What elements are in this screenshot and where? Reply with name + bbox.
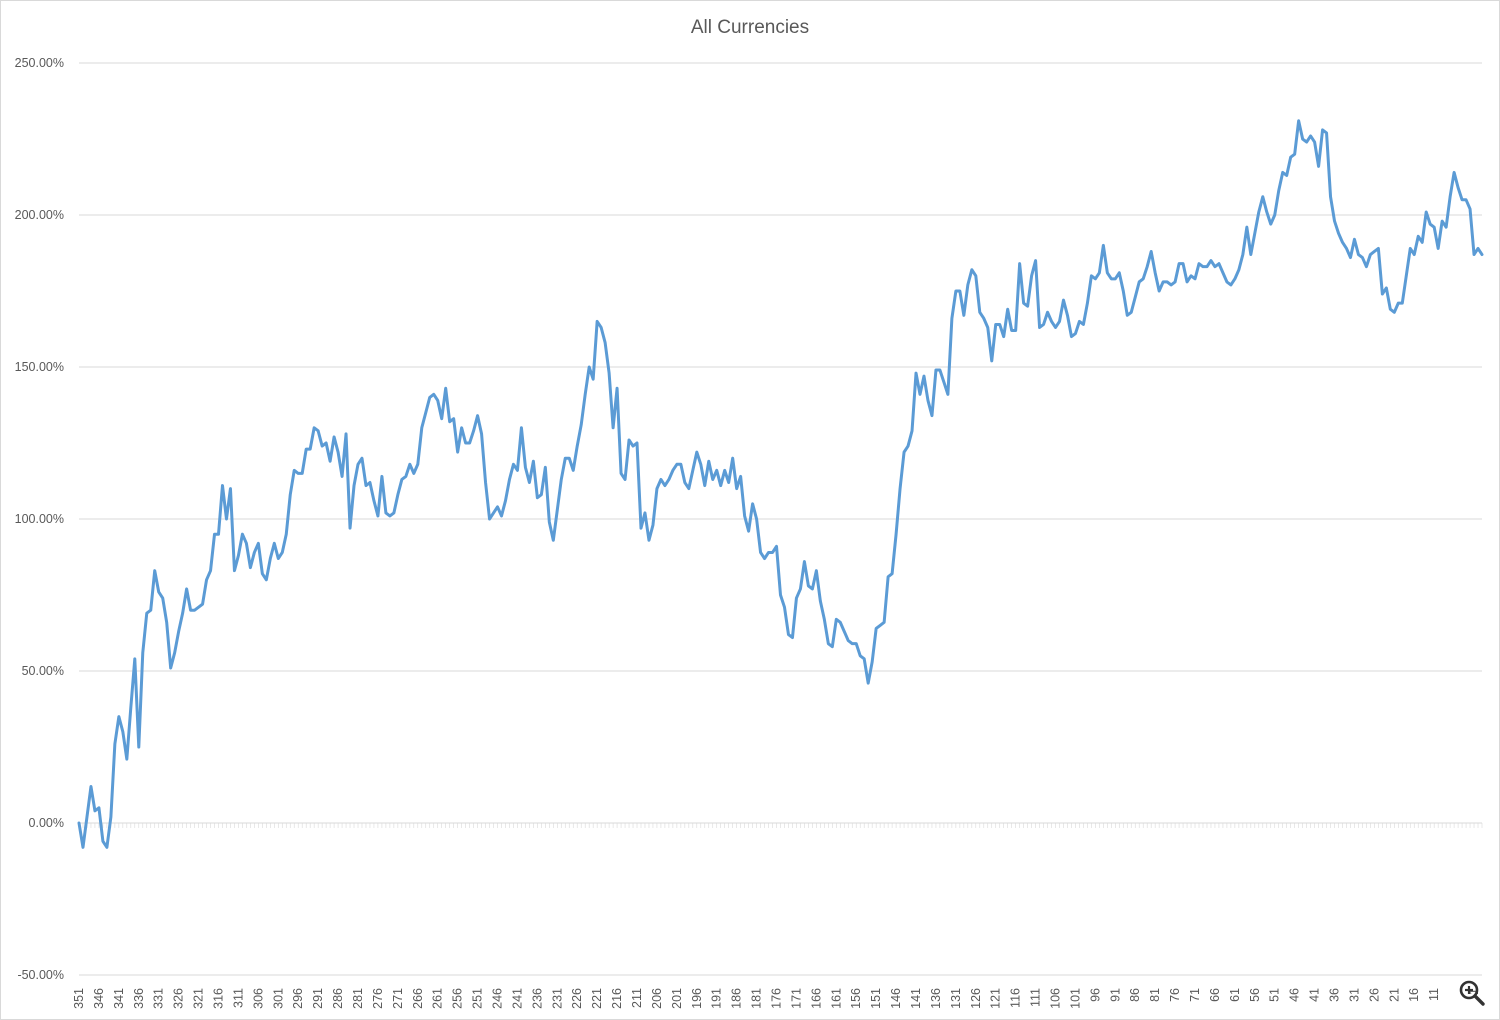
x-tick-label: 261 <box>431 988 445 1009</box>
x-tick-label: 226 <box>570 988 584 1009</box>
x-tick-label: 156 <box>849 988 863 1009</box>
x-tick-label: 191 <box>710 988 724 1009</box>
x-tick-label: 321 <box>192 988 206 1009</box>
x-tick-label: 81 <box>1148 988 1162 1002</box>
x-tick-label: 166 <box>809 988 823 1009</box>
x-axis-tick-marks <box>78 823 1483 828</box>
y-tick-label: 250.00% <box>15 56 64 70</box>
y-tick-label: 100.00% <box>15 512 64 526</box>
x-tick-label: 286 <box>331 988 345 1009</box>
gridlines <box>79 62 1482 976</box>
x-tick-label: 211 <box>630 988 644 1008</box>
x-tick-label: 131 <box>949 988 963 1009</box>
zoom-in-icon[interactable] <box>1458 979 1486 1007</box>
x-tick-label: 331 <box>152 988 166 1009</box>
x-tick-label: 41 <box>1308 988 1322 1002</box>
chart-title: All Currencies <box>690 17 810 38</box>
x-tick-label: 266 <box>411 988 425 1009</box>
x-tick-label: 61 <box>1228 988 1242 1002</box>
x-tick-label: 36 <box>1328 988 1342 1002</box>
y-tick-label: 50.00% <box>22 664 64 678</box>
x-tick-label: 71 <box>1188 988 1202 1002</box>
x-tick-label: 256 <box>451 988 465 1009</box>
x-tick-label: 281 <box>351 988 365 1009</box>
y-tick-label: 200.00% <box>15 208 64 222</box>
x-tick-label: 251 <box>471 988 485 1009</box>
series-layer <box>77 119 1484 849</box>
x-tick-label: 291 <box>311 988 325 1009</box>
x-tick-label: 51 <box>1268 988 1282 1002</box>
x-tick-label: 66 <box>1208 988 1222 1002</box>
x-axis: 351 346 341 336 331 326 321 316 311 306 301 296 291 2… <box>72 822 1483 1009</box>
x-tick-label: 336 <box>132 988 146 1009</box>
x-tick-label: 196 <box>690 988 704 1009</box>
x-tick-label: 301 <box>271 988 285 1009</box>
x-tick-label: 21 <box>1387 988 1401 1002</box>
x-tick-label: 171 <box>789 988 803 1009</box>
y-tick-label: 150.00% <box>15 360 64 374</box>
x-tick-label: 146 <box>889 988 903 1009</box>
x-tick-label: 316 <box>212 988 226 1009</box>
x-tick-label: 326 <box>172 988 186 1009</box>
x-tick-label: 106 <box>1049 988 1063 1009</box>
x-tick-label: 111 <box>1029 988 1043 1007</box>
x-tick-label: 86 <box>1128 988 1142 1002</box>
x-tick-label: 26 <box>1367 988 1381 1002</box>
x-tick-label: 206 <box>650 988 664 1009</box>
x-tick-label: 186 <box>730 988 744 1009</box>
x-tick-label: 46 <box>1288 988 1302 1002</box>
x-tick-label: 121 <box>989 988 1003 1009</box>
x-tick-label: 231 <box>550 988 564 1009</box>
x-tick-label: 76 <box>1168 988 1182 1002</box>
series-line <box>77 119 1484 849</box>
y-tick-label: 0.00% <box>29 816 64 830</box>
x-tick-label: 351 <box>72 988 86 1009</box>
x-tick-label: 311 <box>231 988 245 1008</box>
x-tick-label: 246 <box>491 988 505 1009</box>
x-tick-label: 141 <box>909 988 923 1009</box>
x-tick-label: 116 <box>1009 988 1023 1008</box>
x-tick-label: 161 <box>829 988 843 1009</box>
x-tick-label: 91 <box>1108 988 1122 1002</box>
x-tick-label: 241 <box>510 988 524 1009</box>
x-tick-label: 1 <box>1467 988 1481 995</box>
x-tick-label: 216 <box>610 988 624 1009</box>
x-tick-label: 126 <box>969 988 983 1009</box>
x-tick-label: 306 <box>251 988 265 1009</box>
x-tick-label: 276 <box>371 988 385 1009</box>
x-tick-label: 346 <box>92 988 106 1009</box>
y-tick-label: -50.00% <box>17 968 64 982</box>
x-tick-label: 16 <box>1407 988 1421 1002</box>
x-tick-label: 201 <box>670 988 684 1009</box>
x-tick-label: 56 <box>1248 988 1262 1002</box>
x-tick-label: 101 <box>1068 988 1082 1009</box>
x-tick-label: 221 <box>590 988 604 1009</box>
x-tick-label: 31 <box>1347 988 1361 1002</box>
x-tick-label: 181 <box>750 988 764 1009</box>
x-tick-label: 271 <box>391 988 405 1009</box>
x-tick-label: 136 <box>929 988 943 1009</box>
x-tick-label: 341 <box>112 988 126 1009</box>
x-tick-label: 176 <box>770 988 784 1009</box>
x-tick-label: 151 <box>869 988 883 1009</box>
x-tick-label: 296 <box>291 988 305 1009</box>
x-tick-label: 236 <box>530 988 544 1009</box>
y-axis: 250.00% 200.00% 150.00% 100.00% 50.00% 0.00% -… <box>15 56 64 982</box>
x-tick-label: 96 <box>1088 988 1102 1002</box>
x-tick-label: 11 <box>1427 988 1441 1001</box>
